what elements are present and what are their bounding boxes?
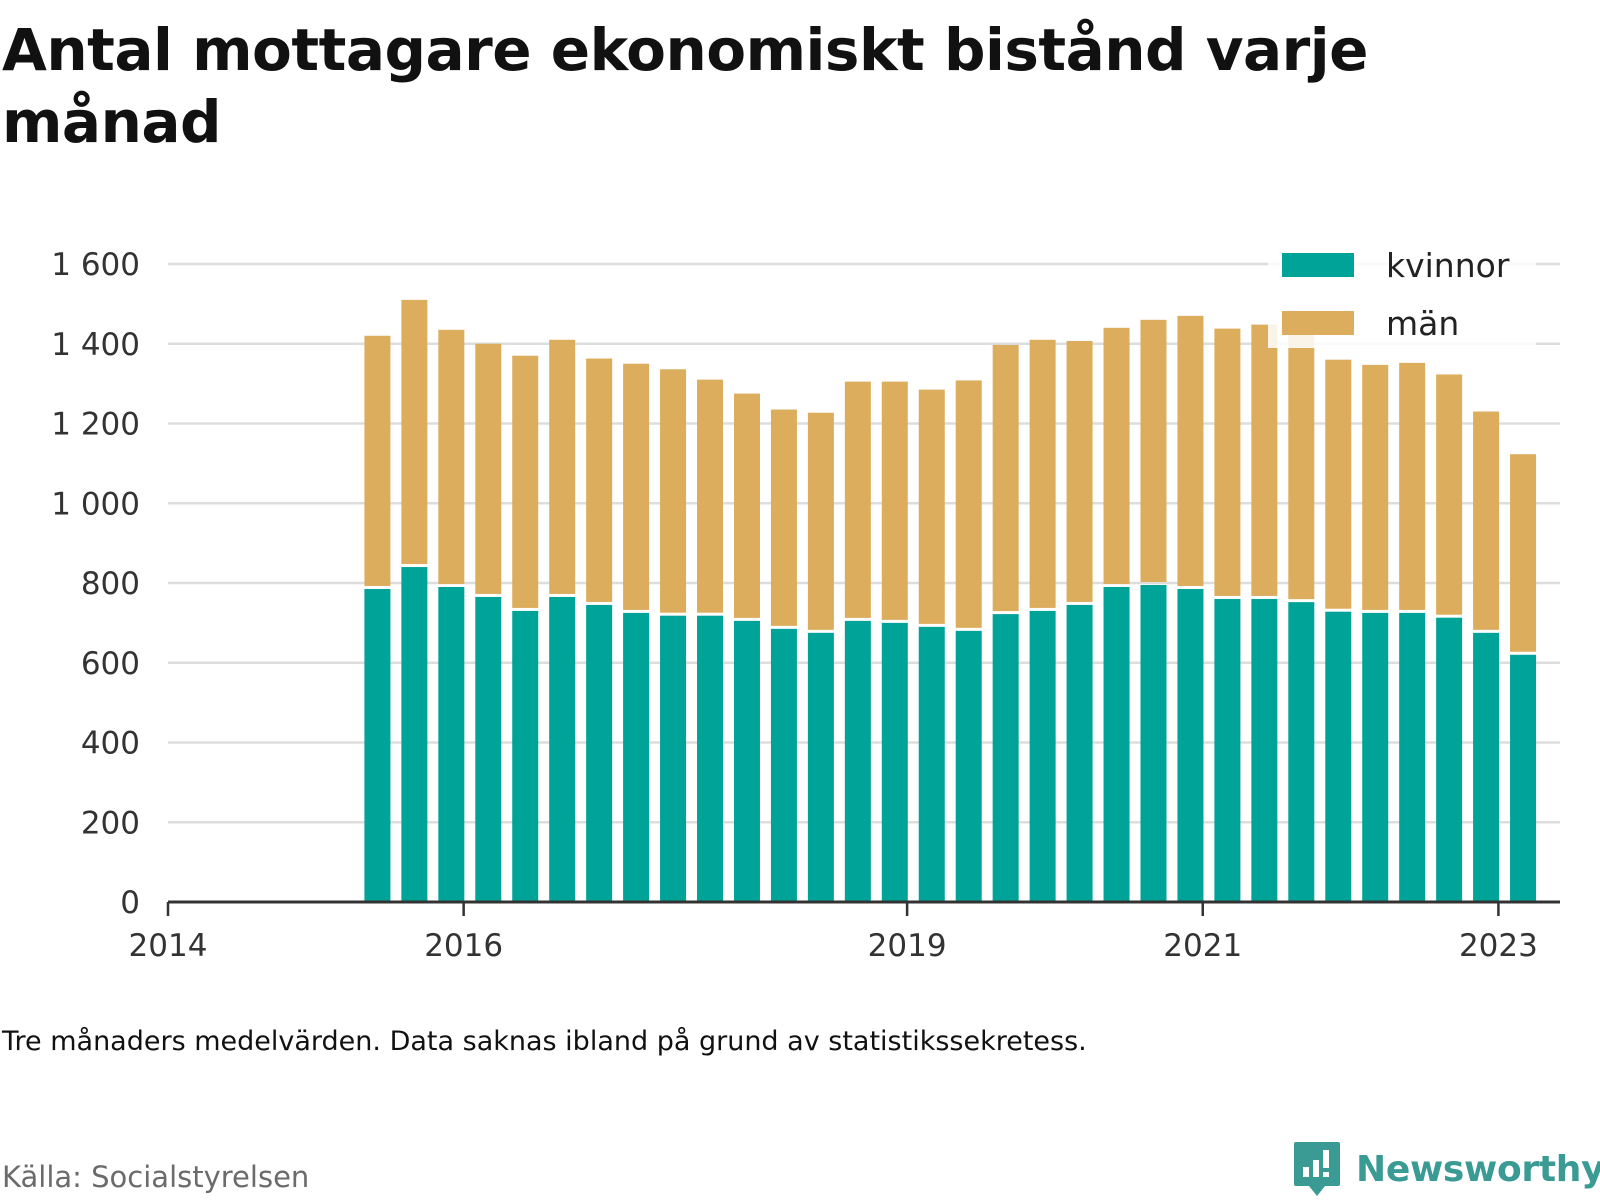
- bar-man: [512, 355, 539, 608]
- legend-swatch: [1282, 311, 1354, 335]
- bar-kvinnor: [844, 620, 871, 902]
- y-tick-label: 200: [81, 805, 140, 841]
- y-tick-label: 1 200: [51, 407, 140, 443]
- bar-man: [1436, 374, 1463, 615]
- bar-kvinnor: [1399, 612, 1426, 902]
- bar-man: [1473, 411, 1500, 630]
- y-tick-label: 800: [81, 566, 140, 602]
- y-axis-ticks: 0 200 400 600 800 1 000 1 200 1 400 1 600: [51, 247, 140, 921]
- legend-label: kvinnor: [1386, 246, 1510, 285]
- brand-logo: Newsworthy: [1292, 1140, 1600, 1198]
- x-tick-label: 2016: [424, 928, 503, 964]
- bar-man: [1029, 339, 1056, 608]
- bar-man: [438, 329, 465, 584]
- bar-man: [1325, 359, 1352, 609]
- bar-kvinnor: [1029, 610, 1056, 902]
- bar-man: [1399, 362, 1426, 610]
- bar-man: [992, 344, 1019, 612]
- bar-man: [586, 358, 613, 602]
- bar-man: [623, 363, 650, 610]
- bar-kvinnor: [401, 567, 428, 902]
- bar-kvinnor: [1103, 586, 1130, 902]
- bar-kvinnor: [1066, 604, 1093, 902]
- x-tick-label: 2021: [1163, 928, 1242, 964]
- bar-man: [660, 369, 687, 613]
- y-tick-label: 1 400: [51, 327, 140, 363]
- bar-kvinnor: [733, 620, 760, 902]
- bar-man: [770, 409, 797, 626]
- bar-man: [807, 412, 834, 630]
- y-tick-label: 600: [81, 646, 140, 682]
- bar-man: [918, 389, 945, 624]
- bar-man: [1510, 454, 1537, 652]
- x-tick-label: 2023: [1459, 928, 1538, 964]
- bar-kvinnor: [623, 612, 650, 902]
- y-tick-label: 400: [81, 726, 140, 762]
- bar-man: [1214, 328, 1241, 596]
- source-credit: Källa: Socialstyrelsen: [2, 1160, 310, 1194]
- bar-kvinnor: [881, 622, 908, 902]
- bar-man: [401, 299, 428, 565]
- bar-man: [1140, 319, 1167, 582]
- bar-kvinnor: [1214, 598, 1241, 902]
- bar-kvinnor: [1325, 611, 1352, 902]
- y-tick-label: 1 000: [51, 486, 140, 522]
- bar-man: [1288, 332, 1315, 600]
- bar-kvinnor: [992, 614, 1019, 902]
- bar-kvinnor: [475, 596, 502, 902]
- bar-kvinnor: [512, 610, 539, 902]
- y-tick-label: 1 600: [51, 247, 140, 283]
- bar-man: [1103, 327, 1130, 584]
- bar-kvinnor: [364, 588, 391, 902]
- brand-name: Newsworthy: [1356, 1148, 1600, 1190]
- bar-kvinnor: [807, 632, 834, 902]
- bar-kvinnor: [1510, 654, 1537, 902]
- newsworthy-logo-icon: [1294, 1142, 1340, 1196]
- bar-man: [881, 381, 908, 620]
- x-tick-label: 2014: [129, 928, 208, 964]
- bar-kvinnor: [549, 596, 576, 902]
- chart-title: Antal mottagare ekonomiskt bistånd varje…: [2, 16, 1369, 156]
- chart-note: Tre månaders medelvärden. Data saknas ib…: [2, 1026, 1087, 1057]
- bar-man: [1251, 324, 1278, 596]
- bar-man: [1362, 364, 1389, 610]
- legend-swatch: [1282, 253, 1354, 277]
- bar-kvinnor: [438, 586, 465, 902]
- bar-kvinnor: [918, 626, 945, 902]
- bar-man: [733, 393, 760, 618]
- bar-kvinnor: [1251, 598, 1278, 902]
- legend-label: män: [1386, 304, 1459, 343]
- bar-man: [697, 379, 724, 613]
- bar-man: [955, 380, 982, 628]
- bar-kvinnor: [1362, 612, 1389, 902]
- y-tick-label: 0: [120, 885, 140, 921]
- bar-kvinnor: [955, 630, 982, 902]
- bar-man: [1177, 315, 1204, 586]
- bars: [364, 299, 1537, 902]
- bar-kvinnor: [697, 615, 724, 902]
- bar-man: [475, 343, 502, 594]
- bar-man: [364, 335, 391, 586]
- x-axis: 2014 2016 2019 2021 2023: [129, 900, 1560, 964]
- legend: kvinnor män: [1268, 236, 1536, 348]
- bar-kvinnor: [1436, 617, 1463, 902]
- bar-man: [1066, 340, 1093, 602]
- bar-kvinnor: [1288, 602, 1315, 902]
- x-tick-label: 2019: [868, 928, 947, 964]
- bar-man: [844, 381, 871, 618]
- bar-kvinnor: [660, 615, 687, 902]
- bar-man: [549, 339, 576, 594]
- bar-kvinnor: [1177, 588, 1204, 902]
- bar-kvinnor: [586, 604, 613, 902]
- bar-kvinnor: [1140, 584, 1167, 902]
- bar-kvinnor: [770, 628, 797, 902]
- bar-kvinnor: [1473, 632, 1500, 902]
